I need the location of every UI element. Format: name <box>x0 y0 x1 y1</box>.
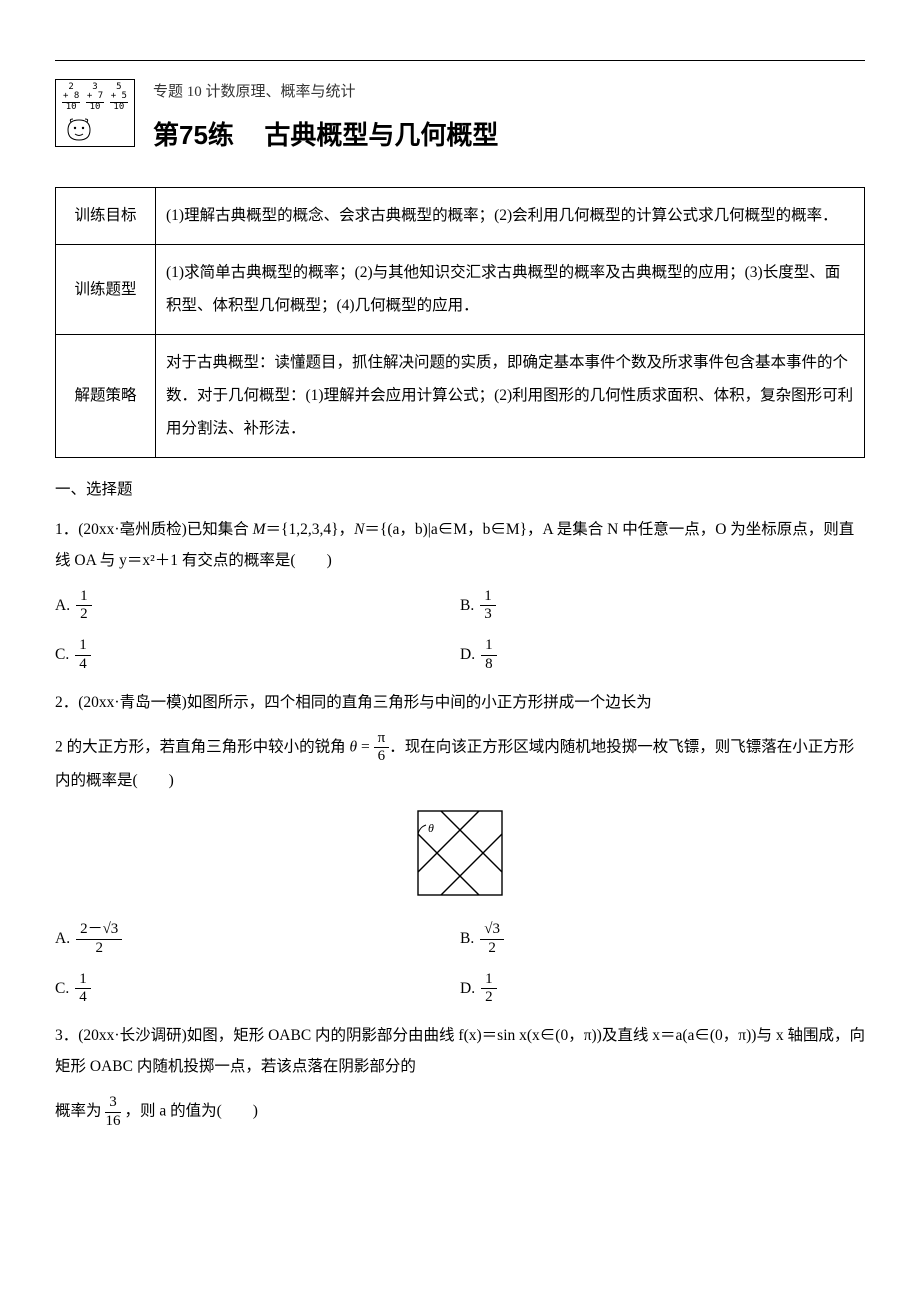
opt-label: B. <box>460 925 474 953</box>
q3-line2-a: 概率为 <box>55 1103 102 1120</box>
c2-bot: 10 <box>90 103 101 112</box>
q1-options-row1: A.12 B.13 <box>55 588 865 624</box>
q2-opt-a: A.2－√32 <box>55 921 460 957</box>
q2-options-row1: A.2－√32 B.√32 <box>55 921 865 957</box>
q3-line2-b: ，则 a 的值为( ) <box>125 1103 258 1120</box>
table-row: 训练题型 (1)求简单古典概型的概率；(2)与其他知识交汇求古典概型的概率及古典… <box>56 245 865 335</box>
table-row: 训练目标 (1)理解古典概型的概念、会求古典概型的概率；(2)会利用几何概型的计… <box>56 187 865 245</box>
c1-bot: 10 <box>66 103 77 112</box>
theta-label: θ <box>428 821 434 835</box>
practice-title: 古典概型与几何概型 <box>264 120 498 150</box>
info-label-type: 训练题型 <box>56 245 156 335</box>
q2-eq: = <box>357 738 374 755</box>
q2-b-frac: √32 <box>480 921 504 957</box>
q2-opt-d: D.12 <box>460 971 865 1007</box>
q1-prefix: 1．(20xx·亳州质检)已知集合 <box>55 521 253 538</box>
q2-angle-frac: π6 <box>374 730 390 766</box>
q1-c-frac: 14 <box>75 637 91 673</box>
subject-line: 专题 10 计数原理、概率与统计 <box>153 79 865 106</box>
c3-bot: 10 <box>113 103 124 112</box>
opt-label: C. <box>55 975 69 1003</box>
cartoon-icon: 2 + 8 10 3 + 7 10 5 + 5 10 <box>55 79 135 147</box>
section-heading: 一、选择题 <box>55 476 865 504</box>
q1-n: N <box>354 521 364 538</box>
info-content-strategy: 对于古典概型：读懂题目，抓住解决问题的实质，即确定基本事件个数及所求事件包含基本… <box>156 335 865 458</box>
opt-label: B. <box>460 592 474 620</box>
info-label-goal: 训练目标 <box>56 187 156 245</box>
q1-m: M <box>253 521 266 538</box>
q2-options-row2: C.14 D.12 <box>55 971 865 1007</box>
question-1: 1．(20xx·亳州质检)已知集合 M＝{1,2,3,4}，N＝{(a，b)|a… <box>55 514 865 576</box>
opt-label: D. <box>460 975 475 1003</box>
q2-d-frac: 12 <box>481 971 497 1007</box>
header-section: 2 + 8 10 3 + 7 10 5 + 5 10 专题 10 计数原理、概率… <box>55 79 865 159</box>
pinwheel-diagram: θ <box>417 810 503 896</box>
q1-a-frac: 12 <box>76 588 92 624</box>
question-3-a: 3．(20xx·长沙调研)如图，矩形 OABC 内的阴影部分由曲线 f(x)＝s… <box>55 1020 865 1082</box>
q1-opt-a: A.12 <box>55 588 460 624</box>
q2-opt-c: C.14 <box>55 971 460 1007</box>
question-2-a: 2．(20xx·青岛一模)如图所示，四个相同的直角三角形与中间的小正方形拼成一个… <box>55 687 865 718</box>
q1-options-row2: C.14 D.18 <box>55 637 865 673</box>
title-line: 第75练 古典概型与几何概型 <box>153 112 865 159</box>
question-2-b: 2 的大正方形，若直角三角形中较小的锐角 θ = π6．现在向该正方形区域内随机… <box>55 730 865 797</box>
opt-label: A. <box>55 925 70 953</box>
q2-opt-b: B.√32 <box>460 921 865 957</box>
q2-a-frac: 2－√32 <box>76 921 122 957</box>
q1-d-frac: 18 <box>481 637 497 673</box>
page-top-divider <box>55 60 865 61</box>
q1-eq: ＝{1,2,3,4}， <box>266 521 355 538</box>
info-content-goal: (1)理解古典概型的概念、会求古典概型的概率；(2)会利用几何概型的计算公式求几… <box>156 187 865 245</box>
q1-b-frac: 13 <box>480 588 496 624</box>
opt-label: A. <box>55 592 70 620</box>
info-content-type: (1)求简单古典概型的概率；(2)与其他知识交汇求古典概型的概率及古典概型的应用… <box>156 245 865 335</box>
q1-opt-b: B.13 <box>460 588 865 624</box>
info-table: 训练目标 (1)理解古典概型的概念、会求古典概型的概率；(2)会利用几何概型的计… <box>55 187 865 458</box>
q2-theta: θ <box>350 738 358 755</box>
cartoon-math: 2 + 8 10 3 + 7 10 5 + 5 10 <box>62 83 128 112</box>
table-row: 解题策略 对于古典概型：读懂题目，抓住解决问题的实质，即确定基本事件个数及所求事… <box>56 335 865 458</box>
q2-figure: θ <box>55 810 865 907</box>
q3-prob-frac: 316 <box>102 1094 125 1130</box>
q2-c-frac: 14 <box>75 971 91 1007</box>
cartoon-face-icon <box>64 116 94 142</box>
practice-number: 第75练 <box>153 120 234 150</box>
info-label-strategy: 解题策略 <box>56 335 156 458</box>
question-3-b: 概率为316，则 a 的值为( ) <box>55 1094 865 1130</box>
q1-opt-d: D.18 <box>460 637 865 673</box>
opt-label: D. <box>460 641 475 669</box>
opt-label: C. <box>55 641 69 669</box>
q1-opt-c: C.14 <box>55 637 460 673</box>
q2-line2-a: 2 的大正方形，若直角三角形中较小的锐角 <box>55 738 350 755</box>
header-text: 专题 10 计数原理、概率与统计 第75练 古典概型与几何概型 <box>153 79 865 159</box>
